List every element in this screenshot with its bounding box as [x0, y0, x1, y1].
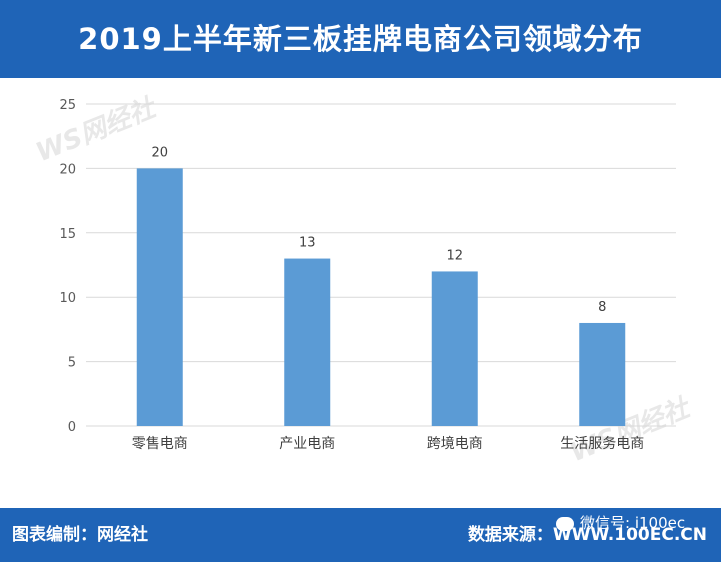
bar: [136, 168, 183, 426]
wechat-icon: [556, 516, 574, 531]
bar: [579, 322, 626, 426]
x-tick-label: 生活服务电商: [560, 436, 644, 452]
y-tick-label: 10: [59, 291, 76, 306]
data-label: 8: [598, 300, 606, 315]
chart-area: 0 5 10 15 20 25 20 零售电商 13 产业电商 12 跨境电商 8 生活服务电商: [0, 78, 721, 508]
data-label: 12: [446, 248, 463, 263]
data-label: 13: [299, 236, 316, 251]
x-tick-label: 零售电商: [132, 436, 188, 452]
y-tick-label: 25: [59, 98, 76, 113]
footer-banner: 图表编制：网经社 数据来源：WWW.100EC.CN: [0, 508, 721, 562]
footer-credit: 图表编制：网经社: [12, 525, 148, 545]
x-tick-label: 跨境电商: [427, 436, 483, 452]
data-label: 20: [151, 145, 168, 160]
chart-title: 2019上半年新三板挂牌电商公司领域分布: [78, 22, 643, 56]
wechat-text: 微信号: i100ec: [580, 514, 686, 532]
y-tick-label: 15: [59, 227, 76, 242]
bar: [284, 258, 331, 426]
wechat-id: 微信号: i100ec: [556, 510, 685, 536]
y-tick-label: 0: [68, 420, 76, 435]
footer-source: 数据来源：WWW.100EC.CN: [467, 525, 707, 545]
bar: [431, 271, 478, 426]
y-tick-label: 5: [68, 356, 76, 371]
y-tick-label: 20: [59, 162, 76, 177]
x-tick-label: 产业电商: [279, 436, 335, 452]
title-banner: 2019上半年新三板挂牌电商公司领域分布: [0, 0, 721, 78]
bar-chart: 0 5 10 15 20 25 20 零售电商 13 产业电商 12 跨境电商 8 生活服务电商: [59, 98, 676, 452]
